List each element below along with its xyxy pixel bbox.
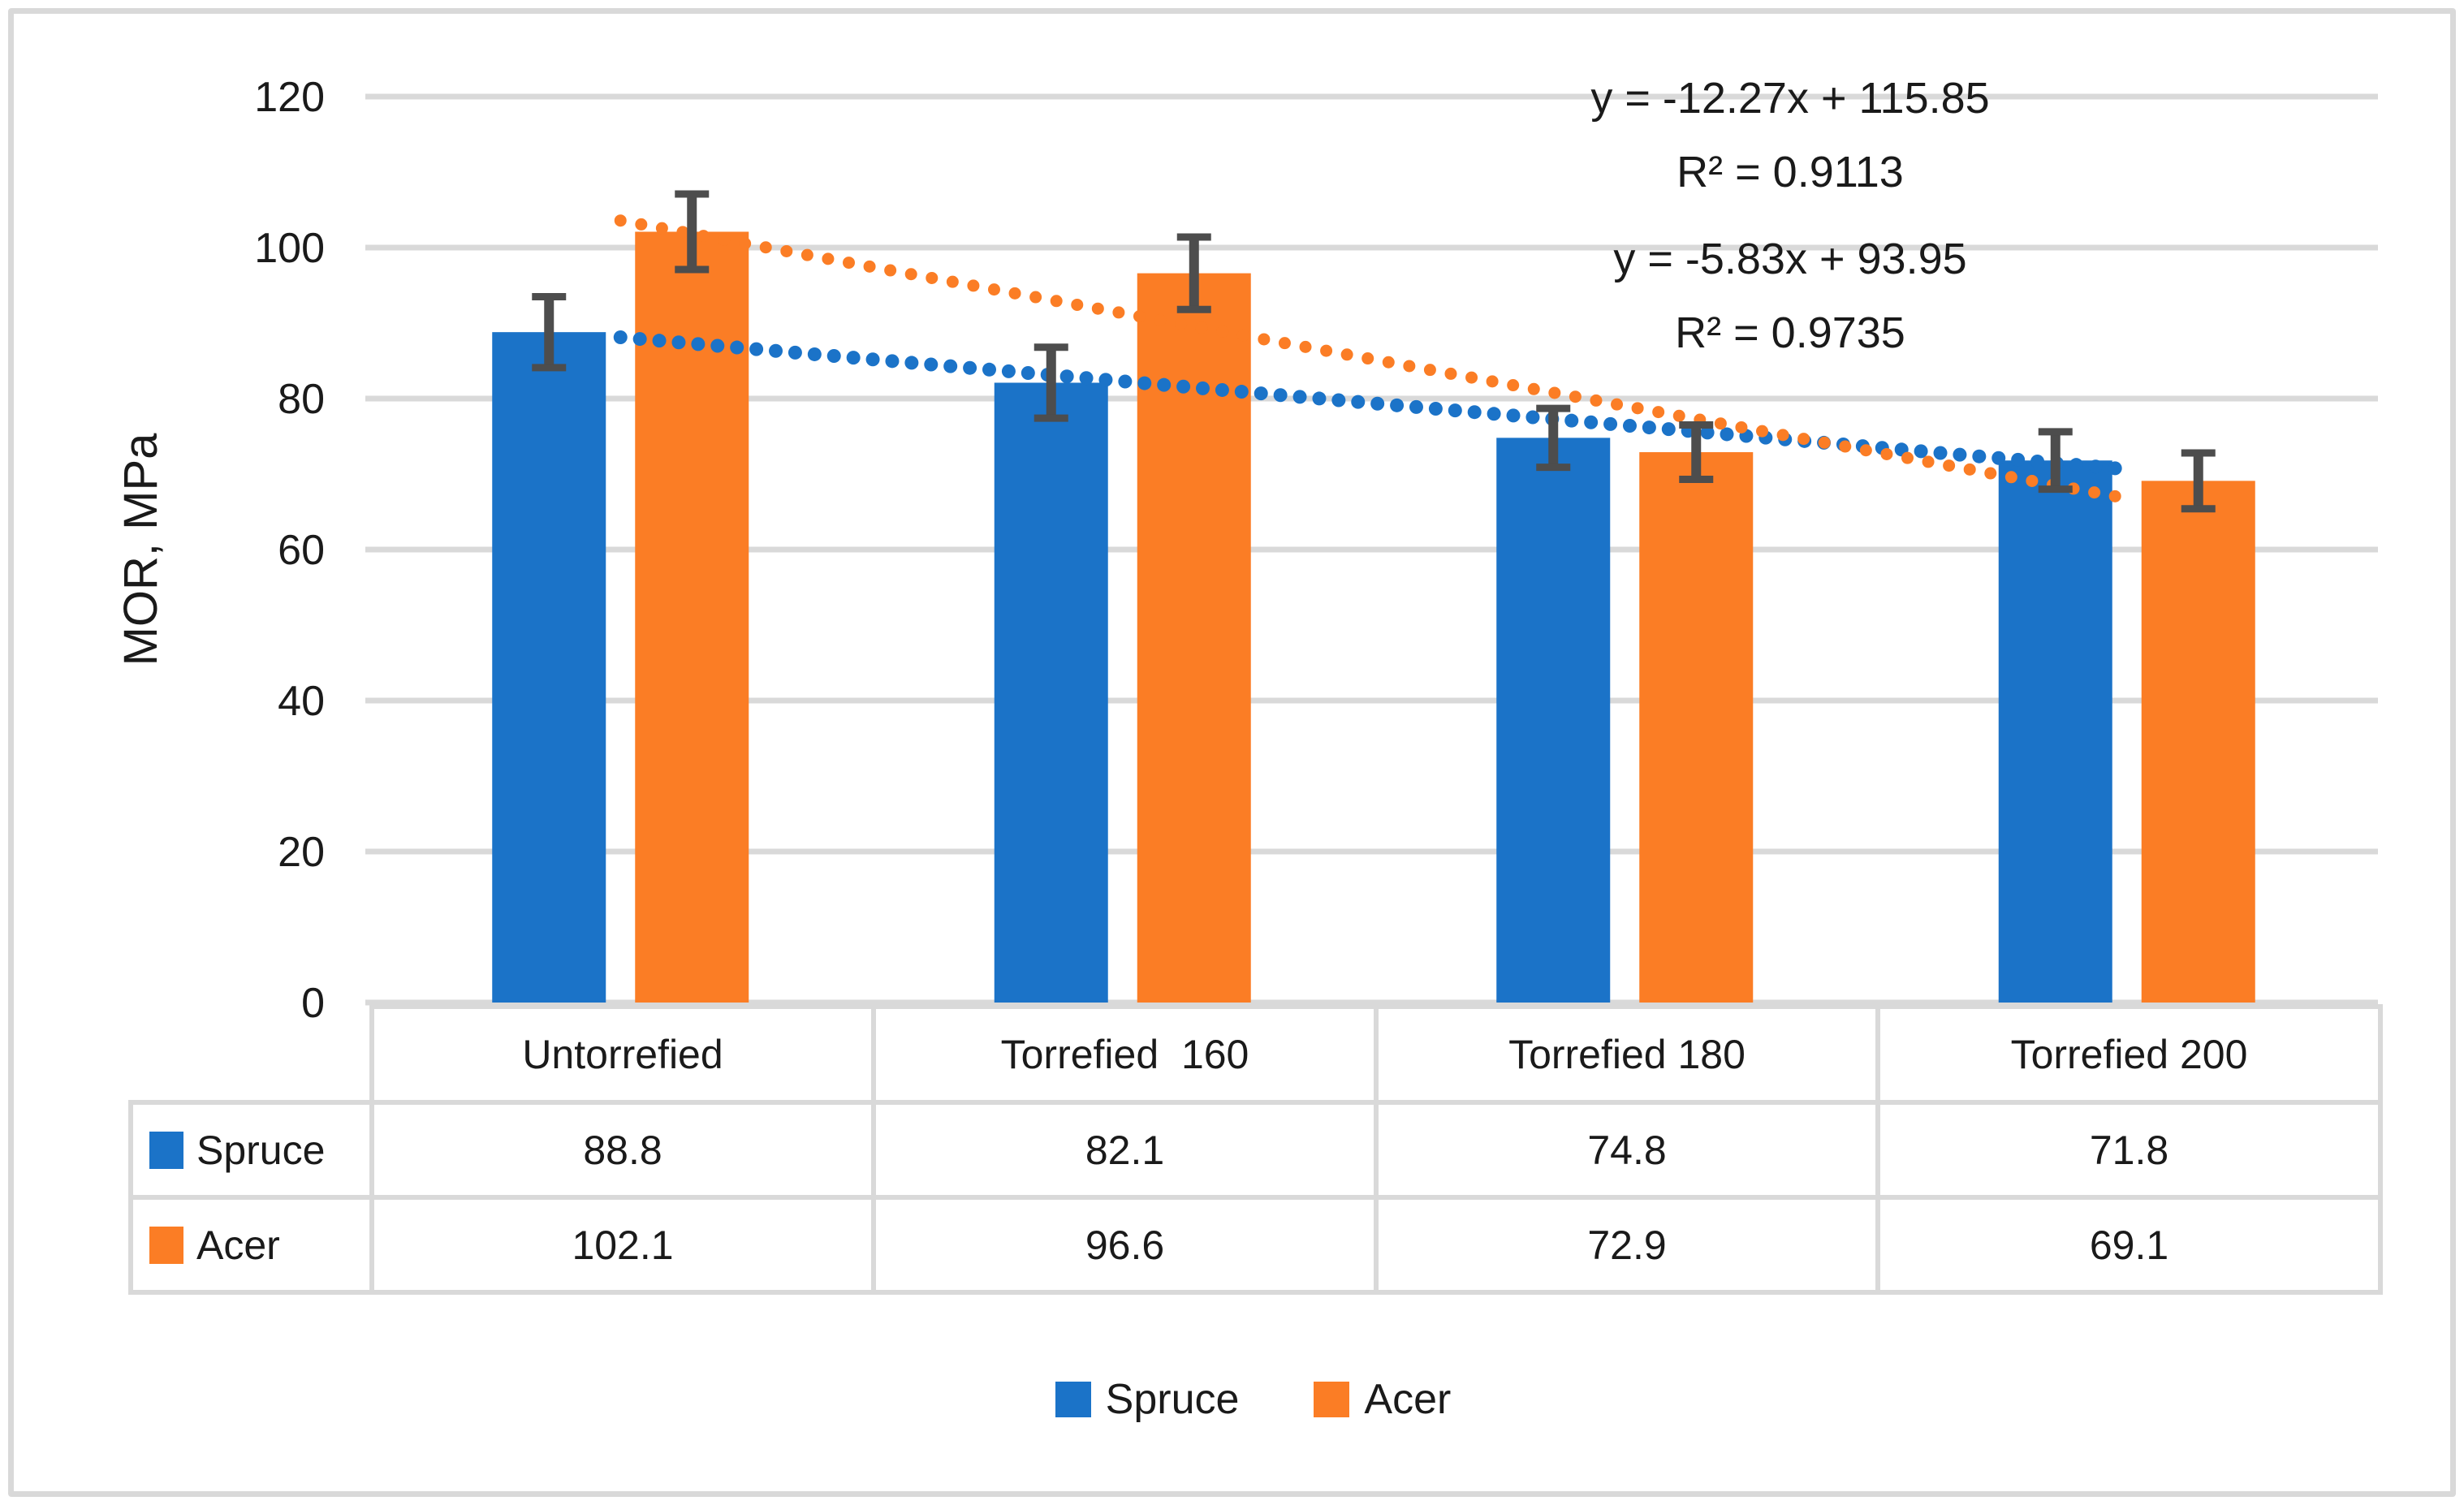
error-bar-acer-4 — [2181, 449, 2216, 513]
error-bar-acer-3 — [1679, 421, 1714, 484]
table-value: 74.8 — [1374, 1100, 1880, 1200]
bar-spruce-3 — [1496, 438, 1611, 1003]
y-tick-label: 40 — [278, 678, 325, 725]
table-value: 71.8 — [1875, 1100, 2383, 1200]
legend-item-acer: Acer — [1314, 1375, 1451, 1424]
table-value: 88.8 — [369, 1100, 876, 1200]
series-label-cell: Acer — [128, 1195, 374, 1295]
error-bar-spruce-4 — [2038, 428, 2073, 494]
category-header-row: Untorrefied Torrefied 160 Torrefied 180 … — [131, 1004, 2383, 1105]
trendlines — [613, 214, 2134, 505]
bar-spruce-2 — [994, 382, 1108, 1003]
series-name: Spruce — [196, 1127, 326, 1173]
y-tick-label: 120 — [254, 74, 325, 121]
bar-spruce-1 — [492, 332, 606, 1003]
bar-acer-4 — [2141, 481, 2255, 1003]
error-bar-spruce-1 — [532, 292, 567, 372]
spruce-legend-swatch — [1055, 1382, 1091, 1417]
bar-acer-2 — [1137, 273, 1251, 1003]
table-row-acer: Acer 102.1 96.6 72.9 69.1 — [128, 1195, 2383, 1295]
error-bar-spruce-2 — [1033, 343, 1068, 422]
spruce-trendline-equation: y = -5.83x + 93.95 — [1613, 235, 1966, 283]
series-label-cell: Spruce — [128, 1100, 374, 1200]
acer-trendline-equation: y = -12.27x + 115.85 — [1590, 74, 1989, 123]
table-value: 82.1 — [871, 1100, 1379, 1200]
bars — [492, 231, 2255, 1003]
category-label: Untorrefied — [369, 1004, 876, 1105]
y-tick-label: 60 — [278, 527, 325, 574]
category-label: Torrefied 200 — [1875, 1004, 2383, 1105]
y-axis-tick-labels: 0 20 40 60 80 100 120 — [254, 74, 325, 1027]
legend-label: Acer — [1364, 1376, 1452, 1423]
y-axis-title: MOR, MPa — [114, 433, 167, 666]
chart-legend: Spruce Acer — [128, 1375, 2378, 1424]
acer-series-swatch — [149, 1226, 183, 1264]
error-bar-acer-1 — [675, 190, 710, 274]
error-bars — [532, 190, 2216, 513]
trendline-spruce — [613, 330, 2134, 477]
bar-acer-1 — [635, 231, 749, 1003]
bar-acer-3 — [1639, 452, 1754, 1003]
series-name: Acer — [196, 1222, 280, 1268]
table-value: 102.1 — [369, 1195, 876, 1295]
category-label: Torrefied 160 — [871, 1004, 1379, 1105]
y-tick-label: 100 — [254, 225, 325, 272]
table-row-spruce: Spruce 88.8 82.1 74.8 71.8 — [128, 1100, 2383, 1200]
y-tick-label: 0 — [301, 980, 325, 1027]
table-value: 69.1 — [1875, 1195, 2383, 1295]
legend-label: Spruce — [1105, 1376, 1240, 1423]
error-bar-spruce-3 — [1536, 404, 1571, 472]
table-corner-cell — [131, 1007, 372, 1102]
acer-trendline-r2: R² = 0.9113 — [1676, 148, 1904, 196]
category-label: Torrefied 180 — [1374, 1004, 1880, 1105]
y-tick-label: 80 — [278, 376, 325, 423]
trendline-acer — [614, 214, 2134, 505]
table-value: 72.9 — [1374, 1195, 1880, 1295]
bar-spruce-4 — [1998, 460, 2112, 1003]
spruce-series-swatch — [149, 1131, 183, 1169]
spruce-trendline-r2: R² = 0.9735 — [1675, 308, 1905, 357]
table-value: 96.6 — [871, 1195, 1379, 1295]
data-table: Untorrefied Torrefied 160 Torrefied 180 … — [128, 1004, 2383, 1295]
acer-legend-swatch — [1314, 1382, 1350, 1417]
legend-item-spruce: Spruce — [1055, 1375, 1240, 1424]
error-bar-acer-2 — [1176, 233, 1211, 313]
y-tick-label: 20 — [278, 829, 325, 876]
